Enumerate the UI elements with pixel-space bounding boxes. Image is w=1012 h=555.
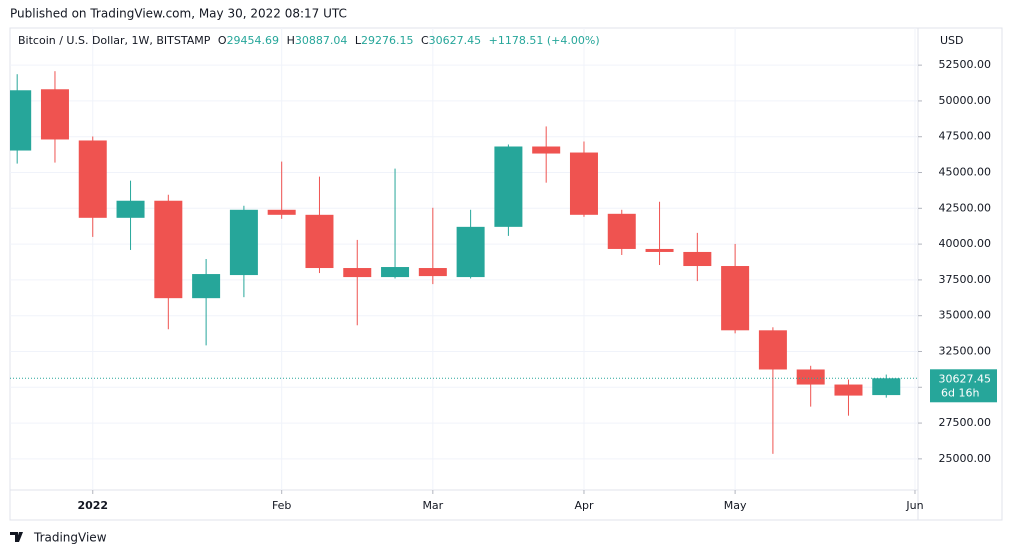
x-tick-label: May (724, 499, 747, 512)
y-tick-label: 40000.00 (939, 237, 992, 250)
ohlc-letter: C (421, 34, 429, 47)
y-tick-label: 52500.00 (939, 58, 992, 71)
candle-body (267, 209, 296, 215)
grid (10, 28, 918, 490)
chart-frame (9, 27, 1003, 521)
candle-body (40, 89, 69, 140)
candle-body (569, 152, 598, 215)
ohlc-letter: H (287, 34, 295, 47)
y-tick-label: 50000.00 (939, 94, 992, 107)
x-tick-label: Jun (905, 499, 923, 512)
candle-body (721, 266, 750, 331)
change: +1178.51 (+4.00%) (489, 34, 600, 47)
candle-body (758, 330, 787, 370)
y-tick-label: 35000.00 (939, 309, 992, 322)
ohlc-value: 29454.69 (227, 34, 280, 47)
candle-body (192, 274, 221, 299)
y-tick-label: 45000.00 (939, 166, 992, 179)
candle-body (834, 384, 863, 396)
ohlc-letter: O (218, 34, 227, 47)
x-tick-label: Apr (574, 499, 594, 512)
candle-body (229, 209, 258, 276)
candle-body (607, 213, 636, 249)
x-tick-label: Feb (272, 499, 291, 512)
ohlc-value: 30627.45 (429, 34, 482, 47)
countdown: 6d 16h (941, 386, 979, 399)
published-note: Published on TradingView.com, May 30, 20… (10, 7, 347, 21)
brand: TradingView (33, 531, 107, 545)
candle-body (381, 267, 410, 278)
y-tick-label: 42500.00 (939, 201, 992, 214)
ohlc-value: 30887.04 (295, 34, 348, 47)
candle-body (796, 369, 825, 385)
candle-body (456, 226, 485, 278)
candle-body (116, 200, 145, 218)
candle-body (343, 268, 372, 278)
currency: USD (940, 34, 964, 47)
last-price-label: 30627.45 (939, 372, 992, 385)
candle-body (645, 248, 674, 252)
candle-body (154, 200, 183, 299)
candles (10, 71, 901, 454)
y-tick-label: 47500.00 (939, 130, 992, 143)
x-tick-label: Mar (422, 499, 443, 512)
last-price-box (930, 369, 997, 403)
symbol-title: Bitcoin / U.S. Dollar, 1W, BITSTAMP O294… (18, 34, 600, 47)
y-tick-label: 27500.00 (939, 416, 992, 429)
y-tick-label: 32500.00 (939, 344, 992, 357)
x-tick-label: 2022 (77, 499, 108, 512)
symbol: Bitcoin / U.S. Dollar, 1W, BITSTAMP (18, 34, 211, 47)
y-tick-label: 25000.00 (939, 452, 992, 465)
candle-body (494, 146, 523, 227)
candle-body (872, 378, 901, 396)
candle-body (78, 140, 107, 218)
ohlc-value: 29276.15 (361, 34, 414, 47)
candle-body (418, 268, 447, 277)
candle-body (10, 90, 32, 151)
candle-body (532, 146, 561, 154)
candle-body (683, 251, 712, 267)
candle-body (305, 214, 334, 269)
ohlc-letter: L (355, 34, 362, 47)
brand-logo: TradingView (10, 531, 107, 545)
y-tick-label: 37500.00 (939, 273, 992, 286)
